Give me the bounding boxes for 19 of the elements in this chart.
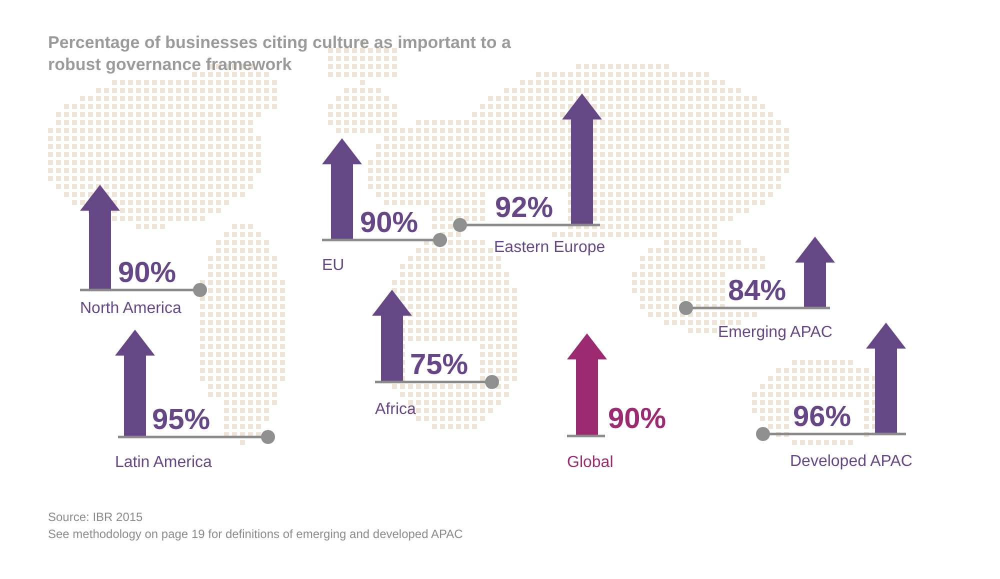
data-label: 84% [728,275,786,307]
data-label: 90% [118,257,176,289]
data-label: 92% [495,192,554,224]
category-label: EU [322,257,344,274]
category-label: Global [567,454,614,471]
data-label: 90% [360,207,418,239]
data-label: 96% [793,401,852,433]
source-note: Source: IBR 2015 [48,510,144,524]
data-label: 75% [410,349,468,381]
category-label: Latin America [115,454,212,471]
text: See methodology on page 19 for definitions of emerging and developed APAC [48,527,464,541]
category-label: Developed APAC [790,453,912,470]
text: Percentage of businesses citing culture as important to a robust governance framework [48,33,512,74]
category-label: Africa [375,401,416,418]
data-label: 95% [152,404,210,436]
category-label: Eastern Europe [494,239,606,256]
category-label: Emerging APAC [718,324,832,341]
category-label: North America [80,300,182,317]
data-label: 90% [608,403,666,435]
